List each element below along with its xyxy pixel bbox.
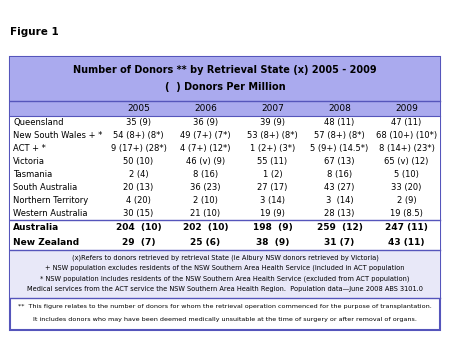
Bar	[10, 142, 440, 155]
Text: 198  (9): 198 (9)	[252, 223, 292, 232]
Bar	[10, 57, 440, 330]
Text: Queensland: Queensland	[13, 118, 63, 127]
Text: + NSW population excludes residents of the NSW Southern Area Health Service (inc: + NSW population excludes residents of t…	[45, 265, 405, 271]
Text: 2008: 2008	[328, 104, 351, 113]
Text: 33 (20): 33 (20)	[392, 183, 422, 192]
Text: 202  (10): 202 (10)	[183, 223, 228, 232]
Bar	[10, 101, 440, 116]
Text: 57 (8+) (8*): 57 (8+) (8*)	[314, 131, 365, 140]
Text: 36 (9): 36 (9)	[193, 118, 218, 127]
Text: South Australia: South Australia	[13, 183, 77, 192]
Text: 25 (6): 25 (6)	[190, 238, 220, 247]
Text: Australia: Australia	[13, 223, 59, 232]
Bar	[10, 129, 440, 142]
Text: 2 (9): 2 (9)	[397, 196, 416, 205]
Text: Northern Territory: Northern Territory	[13, 196, 88, 205]
Text: 4 (20): 4 (20)	[126, 196, 151, 205]
Text: 43 (27): 43 (27)	[324, 183, 355, 192]
Text: 1 (2+) (3*): 1 (2+) (3*)	[250, 144, 295, 153]
Text: It includes donors who may have been deemed medically unsuitable at the time of : It includes donors who may have been dee…	[33, 317, 417, 322]
Text: 48 (11): 48 (11)	[324, 118, 355, 127]
Text: 30 (15): 30 (15)	[123, 209, 153, 218]
Text: 9 (17+) (28*): 9 (17+) (28*)	[111, 144, 166, 153]
Bar	[10, 168, 440, 181]
Text: Victoria: Victoria	[13, 157, 45, 166]
Text: 55 (11): 55 (11)	[257, 157, 288, 166]
Text: 5 (10): 5 (10)	[394, 170, 419, 179]
Text: 68 (10+) (10*): 68 (10+) (10*)	[376, 131, 437, 140]
Text: (  ) Donors Per Million: ( ) Donors Per Million	[165, 82, 285, 92]
Text: Figure 1: Figure 1	[10, 27, 59, 37]
Bar	[10, 194, 440, 207]
Text: Medical services from the ACT service the NSW Southern Area Health Region.  Popu: Medical services from the ACT service th…	[27, 287, 423, 292]
Text: * NSW population includes residents of the NSW Southern Area Health Service (exc: * NSW population includes residents of t…	[40, 275, 410, 282]
Text: 46 (v) (9): 46 (v) (9)	[186, 157, 225, 166]
Text: 54 (8+) (8*): 54 (8+) (8*)	[113, 131, 164, 140]
Text: 53 (8+) (8*): 53 (8+) (8*)	[247, 131, 298, 140]
Text: 2006: 2006	[194, 104, 217, 113]
Text: ACT + *: ACT + *	[13, 144, 46, 153]
Text: 35 (9): 35 (9)	[126, 118, 151, 127]
Text: 19 (9): 19 (9)	[260, 209, 285, 218]
Text: 19 (8.5): 19 (8.5)	[390, 209, 423, 218]
Text: 1 (2): 1 (2)	[263, 170, 282, 179]
Text: 65 (v) (12): 65 (v) (12)	[384, 157, 429, 166]
Bar	[10, 116, 440, 129]
Text: 38  (9): 38 (9)	[256, 238, 289, 247]
Bar	[10, 220, 440, 235]
Text: 2007: 2007	[261, 104, 284, 113]
Text: Western Australia: Western Australia	[13, 209, 87, 218]
Text: 43 (11): 43 (11)	[388, 238, 425, 247]
Text: Number of Donors ** by Retrieval State (x) 2005 - 2009: Number of Donors ** by Retrieval State (…	[73, 65, 377, 75]
Text: (x)Refers to donors retrieved by retrieval State (ie Albury NSW donors retrieved: (x)Refers to donors retrieved by retriev…	[72, 254, 378, 261]
Text: 20 (13): 20 (13)	[123, 183, 153, 192]
Bar	[10, 155, 440, 168]
Text: 204  (10): 204 (10)	[116, 223, 161, 232]
Text: 5 (9+) (14.5*): 5 (9+) (14.5*)	[310, 144, 369, 153]
Text: 29  (7): 29 (7)	[122, 238, 155, 247]
Text: 259  (12): 259 (12)	[316, 223, 362, 232]
Text: 3  (14): 3 (14)	[326, 196, 353, 205]
Text: 3 (14): 3 (14)	[260, 196, 285, 205]
Text: 27 (17): 27 (17)	[257, 183, 288, 192]
Text: 8 (16): 8 (16)	[193, 170, 218, 179]
Text: **  This figure relates to the number of donors for whom the retrieval operation: ** This figure relates to the number of …	[18, 305, 432, 310]
Text: 247 (11): 247 (11)	[385, 223, 428, 232]
Text: 31 (7): 31 (7)	[324, 238, 355, 247]
Text: 47 (11): 47 (11)	[392, 118, 422, 127]
Bar	[10, 235, 440, 250]
Bar	[10, 207, 440, 220]
Text: 8 (14+) (23*): 8 (14+) (23*)	[378, 144, 434, 153]
Text: 4 (7+) (12*): 4 (7+) (12*)	[180, 144, 231, 153]
Text: 67 (13): 67 (13)	[324, 157, 355, 166]
Text: 36 (23): 36 (23)	[190, 183, 221, 192]
Text: 50 (10): 50 (10)	[123, 157, 153, 166]
Text: 49 (7+) (7*): 49 (7+) (7*)	[180, 131, 231, 140]
Text: Tasmania: Tasmania	[13, 170, 52, 179]
Text: 8 (16): 8 (16)	[327, 170, 352, 179]
Text: 28 (13): 28 (13)	[324, 209, 355, 218]
Text: 2 (10): 2 (10)	[193, 196, 218, 205]
Text: New South Wales + *: New South Wales + *	[13, 131, 103, 140]
Text: 2005: 2005	[127, 104, 150, 113]
Bar	[10, 57, 440, 101]
Text: 2009: 2009	[395, 104, 418, 113]
Text: 21 (10): 21 (10)	[190, 209, 220, 218]
Bar	[10, 181, 440, 194]
Text: 2 (4): 2 (4)	[129, 170, 148, 179]
Text: New Zealand: New Zealand	[13, 238, 79, 247]
Bar	[10, 250, 440, 298]
Text: 39 (9): 39 (9)	[260, 118, 285, 127]
